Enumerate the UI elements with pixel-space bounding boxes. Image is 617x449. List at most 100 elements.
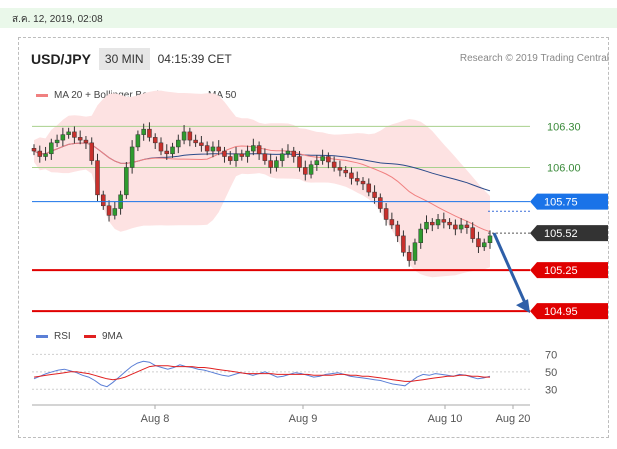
candle-body [60, 134, 66, 141]
candle-body [54, 139, 60, 144]
candle-body [360, 180, 366, 185]
candle-body [43, 153, 48, 157]
candle-body [37, 150, 43, 157]
candle-body [343, 169, 348, 174]
candle-body [314, 160, 320, 165]
candle-body [176, 139, 181, 148]
level-tag [530, 303, 608, 320]
candle-body [447, 221, 452, 226]
candle-body [487, 235, 493, 243]
candle-body [228, 156, 233, 161]
candle-body [366, 183, 372, 193]
level-tag [530, 262, 608, 279]
level-tag [530, 193, 608, 210]
candle-body [193, 139, 198, 144]
candle-body [453, 224, 458, 230]
candle-body [49, 142, 54, 155]
candle-body [303, 167, 308, 175]
ma20-swatch [36, 94, 48, 97]
projection-arrow [492, 232, 528, 306]
candle-body [401, 235, 406, 253]
symbol-label: USD/JPY [31, 51, 91, 67]
ma20-line [33, 142, 491, 233]
candle-body [187, 131, 193, 141]
candle-body [158, 142, 164, 152]
candle-body [251, 145, 256, 152]
candle-body [430, 221, 435, 226]
candle-body [83, 139, 89, 144]
candle-body [89, 142, 94, 161]
legend-rsi-label: RSI [54, 331, 71, 342]
candle-body [141, 128, 146, 135]
candle-body [106, 205, 112, 216]
level-tag-label: 105.25 [544, 265, 578, 277]
x-tick-label: Aug 8 [141, 413, 170, 425]
x-tick-label: Aug 9 [289, 413, 318, 425]
candle-body [204, 145, 210, 152]
candle-body [77, 137, 83, 141]
candle-body [389, 219, 395, 226]
timeframe-button[interactable]: 30 MIN [98, 48, 150, 70]
rsi-line [33, 360, 491, 388]
legend-ma50-label: MA 50 [208, 90, 237, 101]
legend-9ma: 9MA [84, 331, 123, 342]
candle-body [337, 167, 343, 171]
credit-text: Research © 2019 Trading Central [459, 53, 609, 64]
resistance-label: 106.00 [547, 162, 581, 174]
bollinger-band [34, 90, 490, 278]
level-tag-label: 104.95 [544, 306, 578, 318]
candle-body [372, 191, 377, 198]
top-bar: ส.ค. 12, 2019, 02:08 [0, 8, 617, 28]
x-tick-label: Aug 20 [496, 413, 531, 425]
candle-body [170, 146, 175, 155]
candle-body [216, 146, 221, 152]
level-tag-label: 105.75 [544, 197, 578, 209]
rsi-tick-label: 50 [545, 367, 557, 379]
candle-body [291, 150, 296, 157]
candle-body [268, 160, 273, 168]
candle-body [164, 150, 170, 155]
rsi-swatch [36, 335, 48, 338]
level-tag-label: 105.52 [544, 228, 578, 240]
candle-body [95, 160, 100, 196]
candle-body [274, 160, 279, 168]
projection-arrowhead [516, 299, 530, 314]
rsi-tick-label: 70 [545, 349, 557, 361]
candle-body [441, 219, 447, 223]
ma9-swatch [84, 335, 96, 338]
candle-body [297, 156, 302, 168]
candle-body [129, 146, 135, 168]
rsi-9ma-line [33, 365, 490, 382]
candle-body [245, 150, 250, 157]
candle-body [112, 208, 118, 216]
candle-body [124, 167, 129, 196]
candle-body [181, 131, 187, 141]
candle-body [199, 142, 204, 146]
candle-body [481, 242, 487, 248]
candle-body [279, 153, 285, 161]
candle-body [66, 131, 71, 135]
level-tag [530, 225, 608, 242]
candle-body [210, 146, 216, 152]
legend-rsi: RSI [36, 331, 71, 342]
candle-body [435, 219, 441, 226]
candle-body [326, 156, 331, 163]
candle-body [349, 172, 354, 179]
candle-body [239, 153, 245, 157]
candle-body [383, 208, 389, 220]
candle-body [464, 224, 470, 228]
candle-body [147, 128, 152, 138]
candle-body [135, 134, 141, 148]
candle-body [308, 164, 314, 175]
candle-body [418, 228, 423, 243]
candle-body [378, 197, 383, 209]
resistance-label: 106.30 [547, 121, 581, 133]
candle-body [101, 194, 106, 207]
x-tick-label: Aug 10 [428, 413, 463, 425]
candle-body [31, 148, 37, 152]
candle-body [406, 252, 412, 261]
candle-body [152, 137, 158, 144]
candle-body [256, 145, 262, 155]
candle-body [354, 178, 360, 182]
